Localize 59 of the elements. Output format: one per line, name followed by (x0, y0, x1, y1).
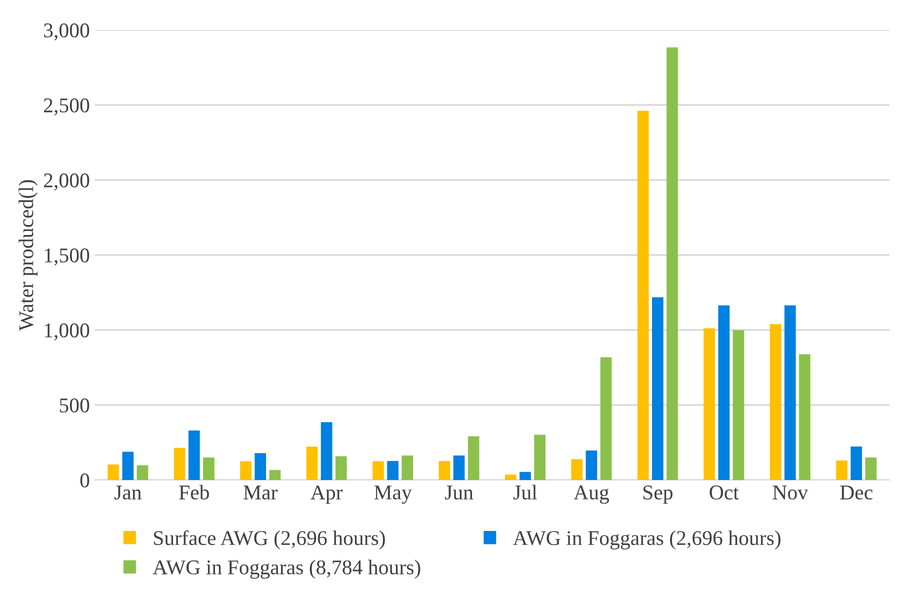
legend-label: AWG in Foggaras (2,696 hours) (513, 530, 780, 550)
x-tick-label: Nov (772, 486, 808, 500)
bar (836, 460, 848, 480)
x-tick-label: Sep (643, 486, 672, 504)
bar (850, 446, 862, 480)
y-tick-label: 1,000 (44, 323, 90, 340)
bar (504, 474, 516, 480)
bar (372, 461, 384, 480)
bar (254, 453, 266, 480)
x-tick-label: May (374, 486, 412, 504)
x-tick-label: Aug (574, 486, 610, 504)
legend-label: Surface AWG (2,696 hours) (154, 530, 385, 550)
bar (453, 456, 465, 480)
y-tick-label: 1,500 (44, 248, 90, 266)
x-tick-label: Feb (179, 484, 209, 500)
x-tick-label: Oct (710, 486, 739, 500)
y-tick-label: 500 (60, 398, 90, 412)
y-tick-label: 2,500 (44, 98, 90, 116)
bar (174, 448, 186, 480)
x-tick-label: Jul (514, 484, 537, 500)
bar (203, 458, 214, 480)
bar (600, 357, 612, 480)
bar (468, 436, 480, 480)
bar (520, 472, 531, 480)
bar (799, 354, 810, 480)
bar (188, 430, 200, 480)
y-tick-label: 0 (80, 473, 90, 488)
bar (865, 458, 877, 480)
bar (784, 305, 796, 480)
bar (732, 330, 744, 480)
bar (637, 110, 649, 480)
bar (534, 434, 546, 480)
bar (320, 422, 332, 480)
bar (704, 328, 716, 480)
bar (666, 47, 678, 480)
bar (438, 460, 450, 480)
legend-label: AWG in Foggaras (8,784 hours) (152, 560, 420, 579)
bar (122, 452, 134, 480)
bar (586, 450, 598, 480)
bar (402, 456, 414, 480)
x-tick-label: Mar (244, 486, 278, 500)
bar (335, 456, 347, 480)
x-tick-label: Apr (310, 486, 343, 504)
bar (571, 459, 583, 480)
bar (240, 461, 252, 480)
bar (652, 297, 664, 480)
bar (770, 324, 782, 480)
x-tick-label: Jan (114, 486, 142, 500)
x-tick-label: Dec (840, 486, 872, 500)
bar (108, 464, 120, 480)
bar (387, 460, 398, 480)
bar (136, 465, 148, 480)
y-tick-label: 2,000 (44, 173, 90, 190)
bar (269, 470, 281, 480)
y-axis-title: Water produced(l) (18, 180, 38, 331)
y-tick-label: 3,000 (44, 23, 90, 40)
bar (306, 446, 318, 480)
x-tick-label: Jun (444, 486, 474, 500)
bar (718, 305, 730, 480)
